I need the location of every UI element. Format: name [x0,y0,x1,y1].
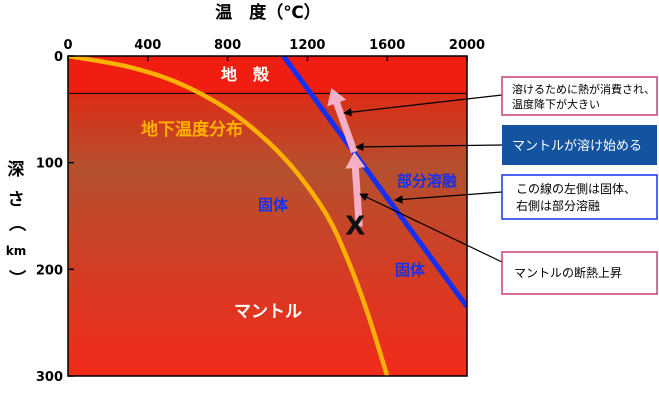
mantle-label: マントル [234,302,302,322]
callout-line-meaning: この線の左側は固体、 右側は部分溶融 [501,174,658,220]
geotherm-label: 地下温度分布 [141,119,243,140]
y-axis-title-char: km [6,244,26,258]
callout-heat-consumed-line2: 温度降下が大きい [512,97,600,111]
x-tick-label: 400 [134,38,161,53]
leader-heat-consumed [343,94,503,117]
callout-line-meaning-line1: この線の左側は固体、 [516,181,636,196]
x-axis-ticks: 0 400 800 1200 1600 2000 [63,38,485,61]
solidus-line [281,56,467,309]
crust-layer [68,56,467,94]
leader-line-meaning [394,191,503,204]
y-axis-ticks: 0 100 200 300 [36,50,74,385]
callout-adiabatic-ascent: マントルの断熱上昇 [501,251,658,295]
x-tick-label: 2000 [449,38,485,53]
x-tick-label: 1200 [289,38,325,53]
x-axis-title: 温 度（℃） [215,2,321,23]
x-tick-label: 800 [214,38,241,53]
plot-frame [67,55,468,377]
geotherm-curve [68,56,390,376]
y-axis-title-char: （ [6,215,27,232]
callout-mantle-melting: マントルが溶け始める [502,125,657,165]
callout-heat-consumed-line1: 溶けるために熱が消費され、 [512,82,655,96]
x-tick-label: 0 [63,38,72,53]
x-marker: X [345,212,365,242]
callout-heat-consumed: 溶けるために熱が消費され、 温度降下が大きい [501,76,658,116]
ascent-arrow-upper [327,88,358,154]
callout-line-meaning-line2: 右側は部分溶融 [516,198,600,213]
leader-adiabatic-ascent [359,193,503,263]
leader-mantle-melting [355,142,503,152]
y-tick-label: 0 [54,50,63,65]
mantle-ascent-arrow [327,88,366,227]
partial-melt-label: 部分溶融 [397,172,457,190]
y-axis-title-char: ） [6,270,27,287]
solid-label-right: 固体 [395,261,426,279]
y-axis-title-char: さ [8,190,25,210]
crust-label: 地 殻 [221,65,270,84]
y-axis-title-char: 深 [8,159,25,180]
y-tick-label: 100 [36,157,63,172]
y-tick-label: 200 [36,263,63,278]
x-tick-label: 1600 [369,38,405,53]
callout-mantle-melting-text: マントルが溶け始める [512,139,642,154]
ascent-arrow-lower [345,152,366,227]
y-axis-title: 深さ （ km ） [6,159,27,287]
callout-adiabatic-ascent-text: マントルの断熱上昇 [514,265,622,280]
solid-label-left: 固体 [258,196,289,214]
y-tick-label: 300 [36,370,63,385]
